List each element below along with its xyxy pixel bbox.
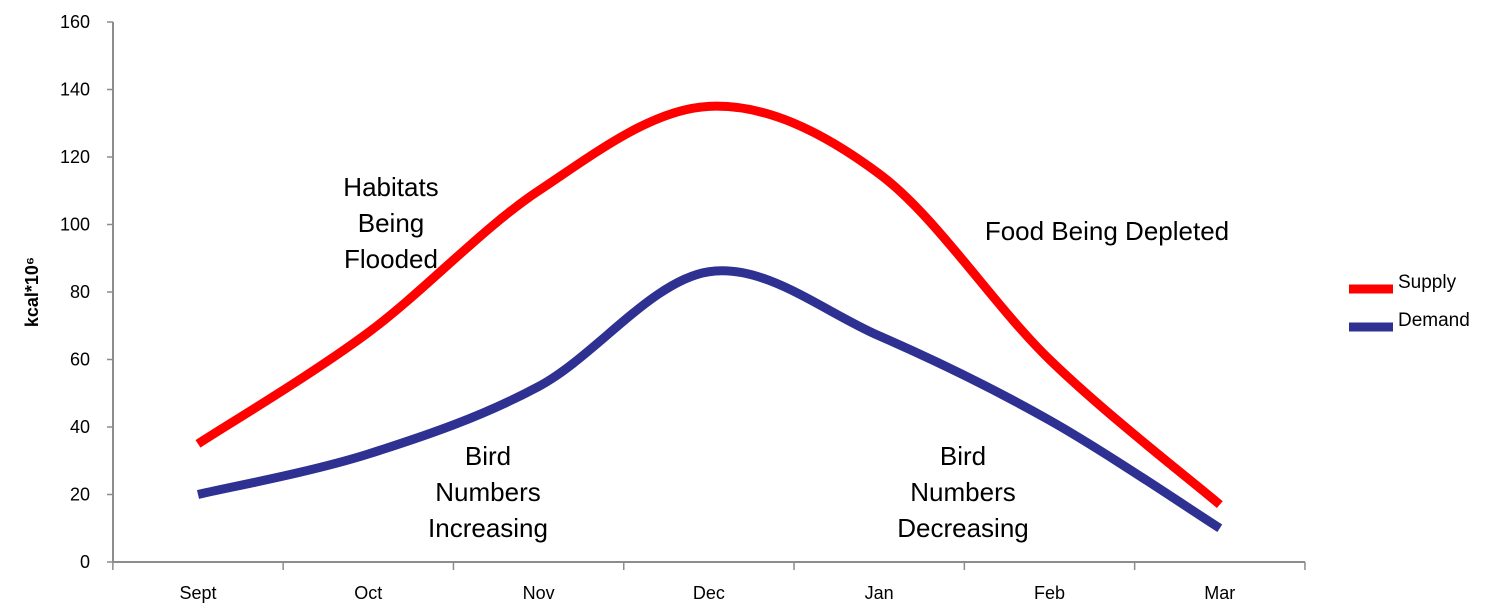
- y-tick-label: 160: [60, 12, 90, 32]
- x-axis-ticks: Sept Oct Nov Dec Jan Feb Mar: [112, 562, 1306, 603]
- annotation-line: Food Being Depleted: [985, 216, 1229, 246]
- annotation-line: Increasing: [428, 513, 548, 543]
- annotations: Habitats Being Flooded Bird Numbers Increasin…: [343, 172, 1229, 543]
- legend-label-demand: Demand: [1398, 310, 1470, 331]
- annotation-line: Numbers: [435, 477, 540, 507]
- y-tick-label: 40: [70, 417, 90, 437]
- annotation-bird-decreasing: Bird Numbers Decreasing: [897, 441, 1029, 543]
- y-tick-label: 120: [60, 147, 90, 167]
- x-tick-label: Feb: [1034, 583, 1065, 603]
- annotation-line: Flooded: [344, 244, 438, 274]
- legend-label-supply: Supply: [1398, 272, 1457, 293]
- x-tick-label: Nov: [523, 583, 555, 603]
- series-lines: [195, 101, 1223, 533]
- y-tick-label: 80: [70, 282, 90, 302]
- annotation-line: Habitats: [343, 172, 438, 202]
- y-tick-label: 140: [60, 80, 90, 100]
- y-axis-label: kcal*10⁶: [22, 257, 42, 327]
- series-line-demand: [196, 266, 1223, 533]
- annotation-line: Numbers: [910, 477, 1015, 507]
- annotation-food-depleted: Food Being Depleted: [985, 216, 1229, 246]
- annotation-line: Decreasing: [897, 513, 1029, 543]
- x-tick-label: Dec: [693, 583, 725, 603]
- x-tick-label: Jan: [865, 583, 894, 603]
- annotation-habitats-flooded: Habitats Being Flooded: [343, 172, 438, 274]
- x-tick-label: Sept: [179, 583, 216, 603]
- annotation-line: Bird: [940, 441, 986, 471]
- y-axis-ticks: 0 20 40 60 80 100 120 140 160: [60, 12, 113, 572]
- series-line-supply: [195, 101, 1223, 509]
- x-tick-label: Mar: [1204, 583, 1235, 603]
- y-tick-label: 0: [80, 552, 90, 572]
- y-tick-label: 20: [70, 485, 90, 505]
- annotation-bird-increasing: Bird Numbers Increasing: [428, 441, 548, 543]
- annotation-line: Being: [358, 208, 425, 238]
- y-tick-label: 60: [70, 350, 90, 370]
- x-tick-label: Oct: [354, 583, 382, 603]
- legend: Supply Demand: [1349, 272, 1470, 332]
- y-tick-label: 100: [60, 215, 90, 235]
- annotation-line: Bird: [465, 441, 511, 471]
